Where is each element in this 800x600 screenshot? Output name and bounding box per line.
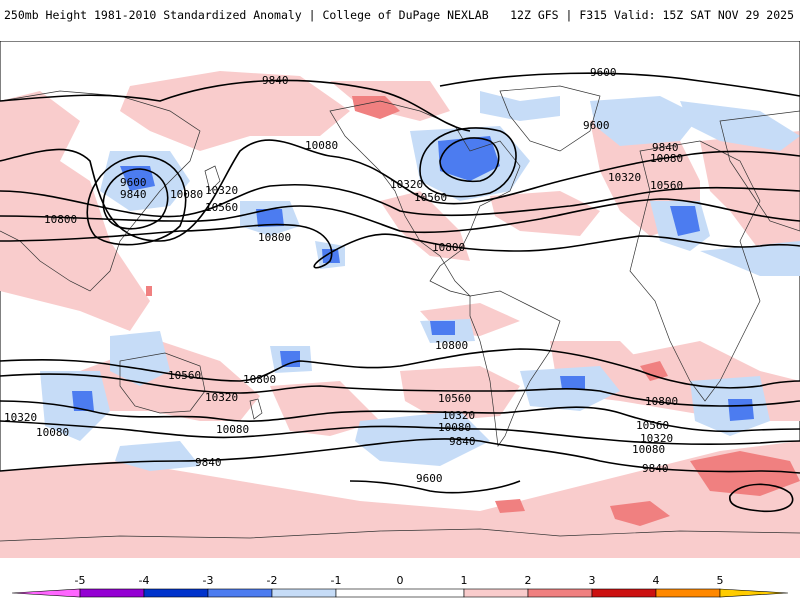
contour-label: 10080: [632, 443, 665, 456]
contour-label: 10560: [205, 201, 238, 214]
contour-label: 10800: [258, 231, 291, 244]
contour-10320-south: [0, 400, 800, 433]
greenland-outline: [499, 85, 601, 152]
contour-label: 9840: [642, 462, 669, 475]
colorbar-tick-label: 5: [717, 574, 724, 587]
colorbar-swatch: [655, 588, 721, 598]
weather-map[interactable]: 9840 9600 9600 9840 10080 9600 9840 1008…: [0, 41, 800, 558]
new-zealand-outline: [249, 398, 263, 420]
contour-label: 9840: [449, 435, 476, 448]
height-contours: [0, 72, 800, 513]
colorbar-tick-label: 0: [397, 574, 404, 587]
contour-label: 10320: [390, 178, 423, 191]
contour-10800-south: [0, 348, 800, 389]
contour-label: 10320: [205, 391, 238, 404]
map-title: 250mb Height 1981-2010 Standardized Anom…: [4, 8, 489, 22]
contour-10320-north: [0, 183, 800, 218]
contour-label: 9600: [120, 176, 147, 189]
model-run-info: 12Z GFS | F315 Valid: 15Z SAT NOV 29 202…: [510, 8, 794, 22]
contour-label: 10320: [608, 171, 641, 184]
header-bar: 250mb Height 1981-2010 Standardized Anom…: [0, 0, 800, 30]
contour-9840-antarctic-loop: [729, 483, 794, 513]
contour-label: 9840: [195, 456, 222, 469]
colorbar-tick-label: 3: [589, 574, 596, 587]
contour-10080-north: [0, 139, 800, 242]
contour-labels: 9840 9600 9600 9840 10080 9600 9840 1008…: [4, 66, 683, 485]
contour-label: 10080: [438, 421, 471, 434]
contour-label: 10560: [650, 179, 683, 192]
colorbar-swatches: [11, 588, 789, 598]
strong-negative-anomaly-areas: [72, 136, 754, 421]
contour-label: 10320: [205, 184, 238, 197]
negative-anomaly-areas: [40, 91, 800, 471]
colorbar-arrow-right: [719, 588, 789, 598]
colorbar-tick-label: 2: [525, 574, 532, 587]
colorbar-arrow-left: [11, 588, 81, 598]
contour-label: 10800: [645, 395, 678, 408]
contour-9600-loop-pacific: [102, 168, 169, 230]
contour-label: 10560: [168, 369, 201, 382]
contour-label: 9840: [652, 141, 679, 154]
contour-label: 10080: [170, 188, 203, 201]
eurasia-east-outline: [719, 110, 800, 232]
south-america-outline: [469, 290, 561, 447]
contour-label: 10560: [636, 419, 669, 432]
colorbar-swatch: [527, 588, 593, 598]
contour-9840-loop-hudson: [419, 127, 517, 198]
colorbar-tick-label: -5: [75, 574, 86, 587]
contour-10560-south: [0, 373, 800, 407]
contour-10080-south: [0, 420, 800, 446]
colorbar-swatch: [79, 588, 145, 598]
contour-label: 10320: [4, 411, 37, 424]
contour-label: 10080: [216, 423, 249, 436]
antarctica-outline: [0, 528, 800, 542]
colorbar-tick-label: -3: [203, 574, 214, 587]
colorbar-swatch: [271, 588, 337, 598]
contour-label: 10800: [44, 213, 77, 226]
anomaly-colorbar: -5 -4 -3 -2 -1 0 1 2 3 4 5: [11, 574, 789, 598]
contour-label: 9840: [262, 74, 289, 87]
contour-label: 10320: [442, 409, 475, 422]
contour-9840-loop-pacific: [86, 155, 187, 246]
japan-outline: [204, 165, 221, 192]
colorbar-swatch: [463, 588, 529, 598]
colorbar-tick-label: 1: [461, 574, 468, 587]
australia-outline: [119, 352, 206, 414]
contour-label: 10080: [36, 426, 69, 439]
asia-outline: [0, 90, 201, 292]
colorbar-tick-label: 4: [653, 574, 660, 587]
contour-9600-south: [349, 480, 521, 494]
north-america-outline: [329, 100, 521, 297]
contour-label: 10560: [414, 191, 447, 204]
colorbar-tick-label: -1: [331, 574, 342, 587]
colorbar-tick-label: -4: [139, 574, 150, 587]
contour-label: 9600: [583, 119, 610, 132]
contour-10800-north: [0, 223, 800, 269]
contour-label: 9600: [590, 66, 617, 79]
contour-label: 10320: [640, 432, 673, 445]
colorbar-swatch: [207, 588, 273, 598]
contour-label: 10560: [438, 392, 471, 405]
contour-9840-south: [0, 438, 800, 474]
contour-9600-north: [439, 72, 800, 97]
colorbar-swatch: [591, 588, 657, 598]
contour-label: 10800: [243, 373, 276, 386]
contour-label: 10800: [435, 339, 468, 352]
contour-label: 9840: [120, 188, 147, 201]
colorbar-swatch: [143, 588, 209, 598]
europe-africa-outline: [629, 140, 761, 402]
contour-9600-loop-hudson: [439, 137, 500, 183]
colorbar-swatch: [335, 588, 465, 598]
colorbar-ticks: -5 -4 -3 -2 -1 0 1 2 3 4 5: [75, 574, 724, 587]
coastlines: [0, 85, 800, 542]
contour-9840-north: [0, 79, 471, 132]
colorbar-tick-label: -2: [267, 574, 278, 587]
contour-label: 10080: [650, 152, 683, 165]
contour-label: 10800: [432, 241, 465, 254]
contour-10560-north: [0, 198, 800, 234]
contour-label: 10080: [305, 139, 338, 152]
contour-label: 9600: [416, 472, 443, 485]
